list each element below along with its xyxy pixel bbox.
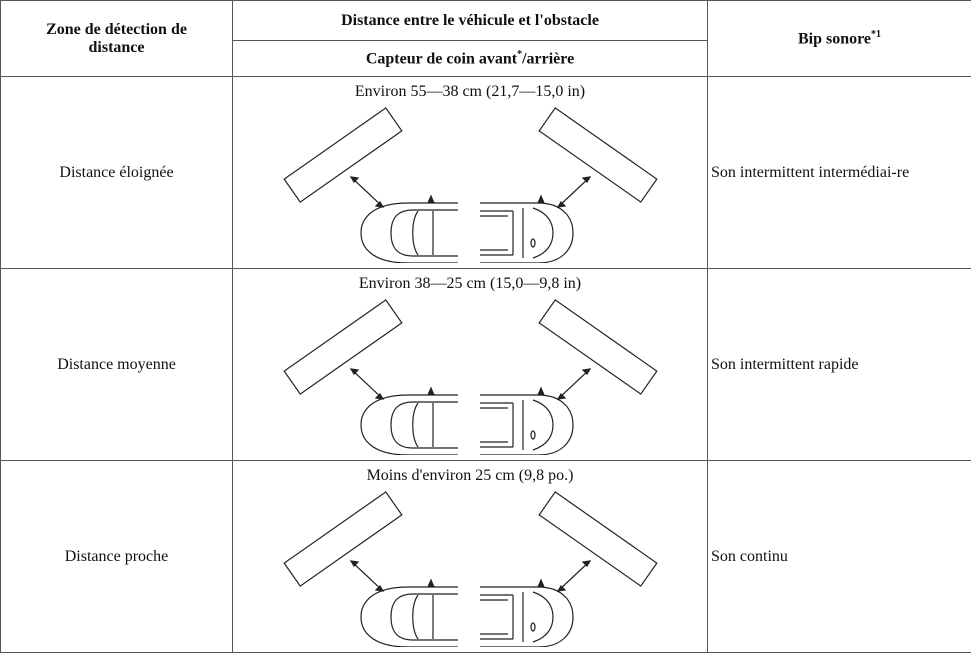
- beep-mark: *1: [871, 29, 882, 40]
- sensor-rest: /arrière: [522, 50, 575, 68]
- header-distance: Distance entre le véhicule et l'obstacle: [232, 0, 708, 42]
- sensor-label: Capteur de coin avant: [365, 50, 518, 68]
- zone: Distance moyenne: [0, 268, 233, 462]
- diagram-cell: Environ 38—25 cm (15,0—9,8 in): [232, 268, 708, 462]
- beep: Son continu: [707, 460, 971, 653]
- beep: Son intermittent intermédiai-re: [707, 76, 971, 270]
- distance: Moins d'environ 25 cm (9,8 po.): [366, 467, 574, 485]
- sensor-diagram: [283, 299, 658, 456]
- sensor-diagram: [283, 107, 658, 264]
- header-beep: Bip sonore*1: [707, 0, 971, 78]
- header-zone: Zone de détection de distance: [0, 0, 233, 78]
- table-body: Distance éloignée Environ 55—38 cm (21,7…: [0, 76, 971, 653]
- zone: Distance éloignée: [0, 76, 233, 270]
- row: Distance proche Moins d'environ 25 cm (9…: [0, 460, 971, 653]
- diagram-cell: Environ 55—38 cm (21,7—15,0 in): [232, 76, 708, 270]
- distance: Environ 55—38 cm (21,7—15,0 in): [354, 83, 586, 101]
- diagram-cell: Moins d'environ 25 cm (9,8 po.): [232, 460, 708, 653]
- sensor-mark: *: [517, 49, 523, 61]
- beep-label: Bip sonore: [797, 30, 872, 48]
- row: Distance moyenne Environ 38—25 cm (15,0—…: [0, 268, 971, 462]
- zone: Distance proche: [0, 460, 233, 653]
- header-sensor: Capteur de coin avant*/arrière: [232, 40, 708, 78]
- beep: Son intermittent rapide: [707, 268, 971, 462]
- sensor-diagram: [283, 491, 658, 648]
- distance: Environ 38—25 cm (15,0—9,8 in): [358, 275, 582, 293]
- row: Distance éloignée Environ 55—38 cm (21,7…: [0, 76, 971, 270]
